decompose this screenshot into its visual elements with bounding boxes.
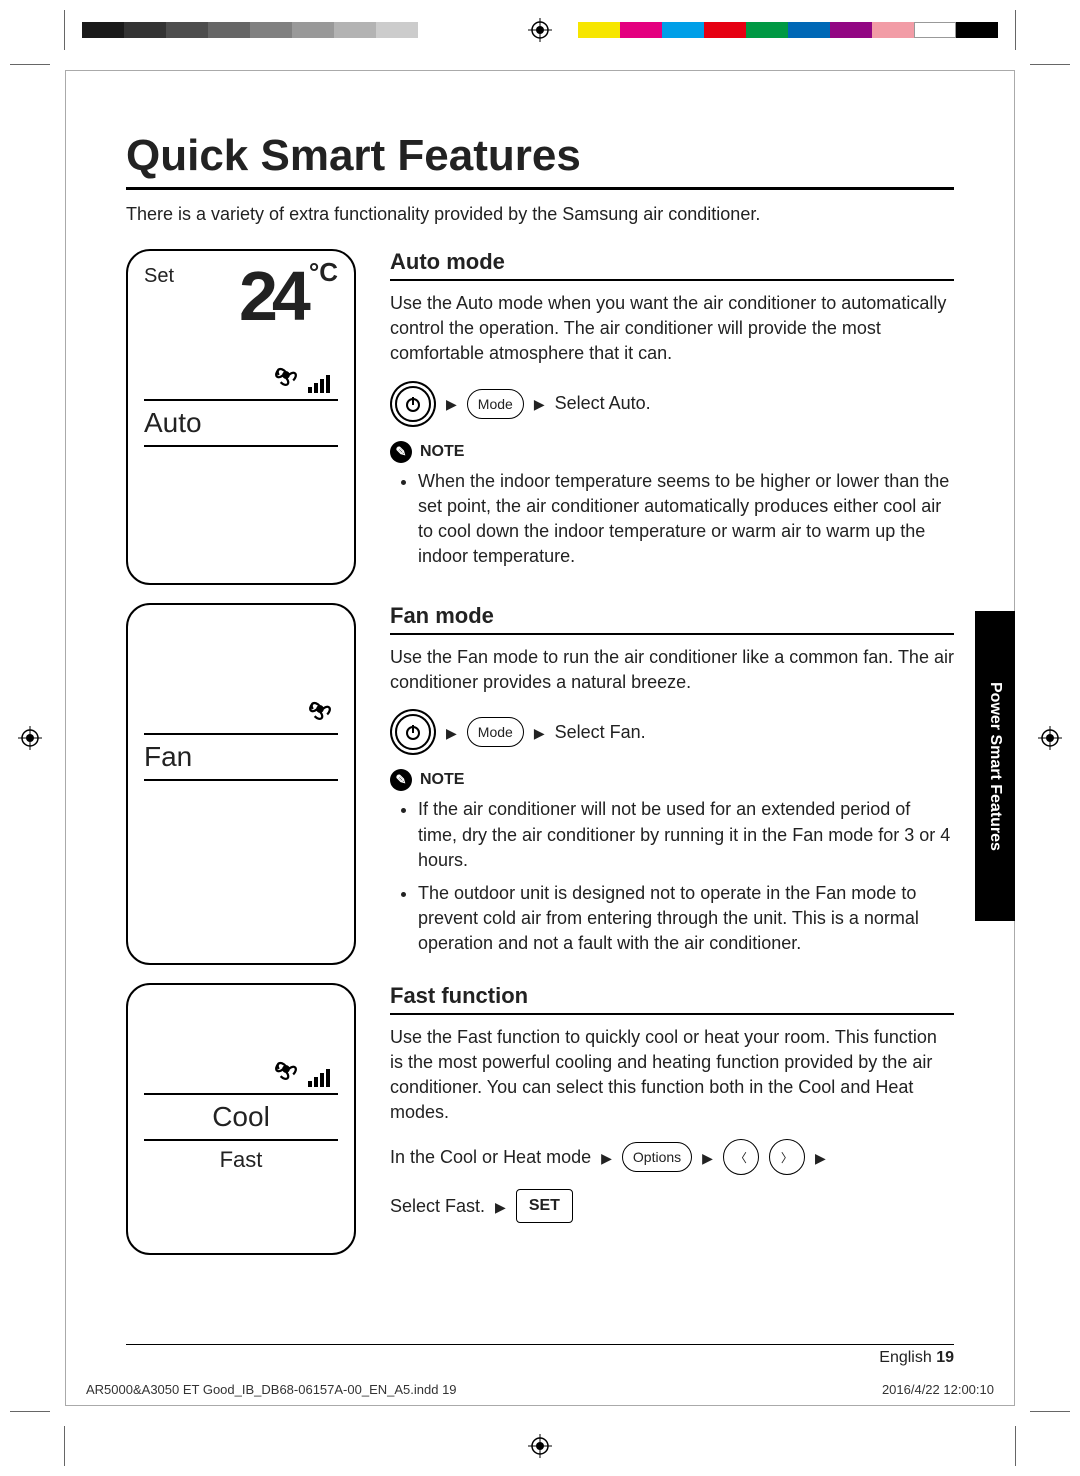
- arrow-icon: [534, 393, 545, 414]
- display-mode-label: Auto: [144, 407, 338, 439]
- mode-button: Mode: [467, 717, 524, 747]
- fan-icon: [302, 691, 338, 727]
- note-heading: ✎ NOTE: [390, 769, 954, 791]
- display-mode-label: Fan: [144, 741, 338, 773]
- registration-mark-icon: [528, 1434, 552, 1458]
- step-text: Select Fast.: [390, 1196, 485, 1217]
- registration-mark-icon: [1038, 726, 1062, 750]
- footer-rule: [126, 1344, 954, 1345]
- note-list-fan: If the air conditioner will not be used …: [390, 797, 954, 956]
- right-arrow-button: 〉: [769, 1139, 805, 1175]
- arrow-icon: [446, 722, 457, 743]
- set-button: SET: [516, 1189, 573, 1223]
- select-fan-text: Select Fan.: [555, 722, 646, 743]
- registration-mark-icon: [528, 18, 552, 42]
- print-color-bar: [578, 22, 998, 38]
- section-body-auto: Use the Auto mode when you want the air …: [390, 291, 954, 367]
- footer-language: English 19: [879, 1349, 954, 1367]
- mode-button: Mode: [467, 389, 524, 419]
- signal-icon: [308, 1069, 338, 1087]
- display-sub-label: Fast: [144, 1147, 338, 1173]
- print-grayscale-bar: [82, 22, 418, 38]
- display-set-label: Set: [144, 265, 174, 288]
- left-arrow-button: 〈: [723, 1139, 759, 1175]
- options-button: Options: [622, 1142, 692, 1172]
- section-body-fan: Use the Fan mode to run the air conditio…: [390, 645, 954, 695]
- page-title: Quick Smart Features: [126, 131, 954, 190]
- step-line-fast-1: In the Cool or Heat mode Options 〈 〉: [390, 1139, 954, 1175]
- section-title-fast: Fast function: [390, 983, 954, 1015]
- step-text: In the Cool or Heat mode: [390, 1147, 591, 1168]
- print-footer: AR5000&A3050 ET Good_IB_DB68-06157A-00_E…: [86, 1382, 994, 1397]
- fan-icon: [268, 357, 304, 393]
- signal-icon: [308, 375, 338, 393]
- arrow-icon: [702, 1147, 713, 1168]
- select-auto-text: Select Auto.: [555, 393, 651, 414]
- display-temperature: 24°C: [239, 265, 338, 345]
- arrow-icon: [815, 1147, 826, 1168]
- remote-display-auto: Set 24°C Auto: [126, 249, 356, 585]
- page-frame: Quick Smart Features There is a variety …: [65, 70, 1015, 1406]
- note-item: When the indoor temperature seems to be …: [418, 469, 954, 570]
- power-button-icon: [395, 386, 431, 422]
- arrow-icon: [495, 1196, 506, 1217]
- note-icon: ✎: [390, 441, 412, 463]
- step-line-fan: Mode Select Fan.: [390, 709, 954, 755]
- note-icon: ✎: [390, 769, 412, 791]
- arrow-icon: [534, 722, 545, 743]
- step-line-fast-2: Select Fast. SET: [390, 1189, 954, 1223]
- note-heading: ✎ NOTE: [390, 441, 954, 463]
- note-item: The outdoor unit is designed not to oper…: [418, 881, 954, 957]
- registration-mark-icon: [18, 726, 42, 750]
- arrow-icon: [601, 1147, 612, 1168]
- section-body-fast: Use the Fast function to quickly cool or…: [390, 1025, 954, 1126]
- note-item: If the air conditioner will not be used …: [418, 797, 954, 873]
- step-line-auto: Mode Select Auto.: [390, 381, 954, 427]
- note-list-auto: When the indoor temperature seems to be …: [390, 469, 954, 570]
- page-intro: There is a variety of extra functionalit…: [126, 204, 954, 225]
- remote-display-fan: Fan: [126, 603, 356, 965]
- arrow-icon: [446, 393, 457, 414]
- display-mode-label: Cool: [144, 1101, 338, 1133]
- section-title-auto: Auto mode: [390, 249, 954, 281]
- section-title-fan: Fan mode: [390, 603, 954, 635]
- remote-display-fast: Cool Fast: [126, 983, 356, 1255]
- side-tab: Power Smart Features: [975, 611, 1015, 921]
- fan-icon: [268, 1051, 304, 1087]
- power-button-icon: [395, 714, 431, 750]
